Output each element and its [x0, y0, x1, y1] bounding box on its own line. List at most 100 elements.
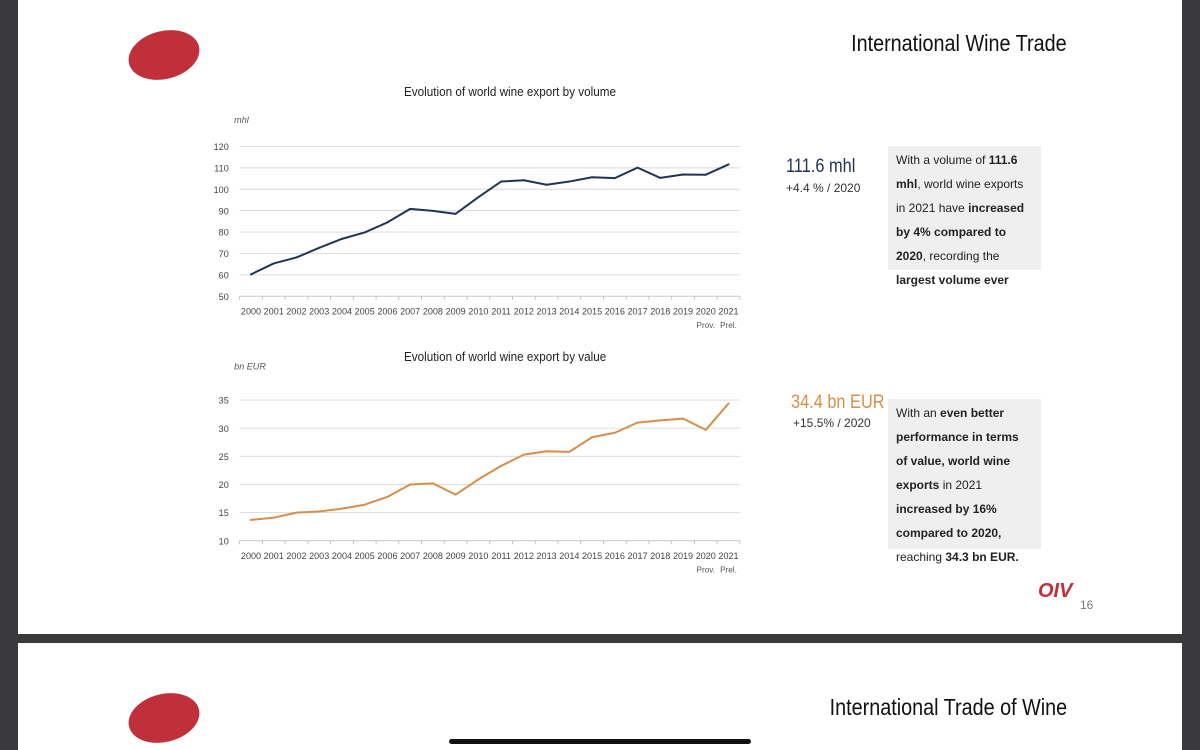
y-tick-70: 70: [219, 249, 229, 259]
value-note-run-1: even better performance in terms of valu…: [896, 406, 1019, 492]
data-point-2020: [704, 428, 707, 431]
x-tick-2002: 2002: [286, 551, 306, 561]
x-tick-2003: 2003: [309, 306, 329, 316]
x-tick-2006: 2006: [377, 306, 397, 316]
data-point-2019: [682, 173, 685, 176]
x-tick-2005: 2005: [355, 306, 375, 316]
y-axis-label: mhl: [234, 115, 250, 125]
x-tick-2018: 2018: [650, 551, 670, 561]
data-point-2009: [454, 493, 457, 496]
data-point-2012: [522, 179, 525, 182]
data-point-2021: [727, 402, 730, 405]
data-point-2002: [295, 256, 298, 259]
slide-next: International Trade of Wine: [18, 643, 1182, 750]
x-tick-2018: 2018: [650, 306, 670, 316]
x-tick-2017: 2017: [627, 551, 647, 561]
data-point-2001: [272, 262, 275, 265]
x-tick-2014: 2014: [559, 306, 579, 316]
value-callout-change: +15.5% / 2020: [793, 416, 871, 430]
y-tick-30: 30: [219, 424, 229, 434]
volume-note-box: With a volume of 111.6 mhl, world wine e…: [888, 146, 1041, 287]
x-tick-2020: 2020: [696, 306, 716, 316]
x-tick-2009: 2009: [446, 306, 466, 316]
x-tick-2019: 2019: [673, 306, 693, 316]
data-point-2010: [477, 478, 480, 481]
x-tick-2010: 2010: [468, 551, 488, 561]
data-point-2007: [409, 207, 412, 210]
x-tick-2008: 2008: [423, 551, 443, 561]
series-line-volume: [249, 163, 730, 276]
data-point-2018: [659, 419, 662, 422]
value-note-run-5: 34.3 bn EUR.: [945, 550, 1019, 564]
value-note-box: With an even better performance in terms…: [888, 399, 1041, 564]
data-point-2004: [340, 507, 343, 510]
x-tick-2003: 2003: [309, 551, 329, 561]
y-tick-50: 50: [219, 292, 229, 302]
value-chart-title: Evolution of world wine export by value: [404, 349, 607, 364]
y-tick-60: 60: [219, 270, 229, 280]
x-tick-2021: 2021: [718, 306, 738, 316]
data-point-2004: [340, 237, 343, 240]
data-point-2000: [249, 273, 252, 276]
x-tick-2012: 2012: [514, 306, 534, 316]
data-point-2006: [386, 495, 389, 498]
x-tick-2001: 2001: [264, 306, 284, 316]
home-indicator[interactable]: [449, 739, 751, 744]
data-point-2005: [363, 503, 366, 506]
y-tick-25: 25: [219, 452, 229, 462]
data-point-2017: [636, 166, 639, 169]
data-point-2003: [318, 246, 321, 249]
x-tick-2014: 2014: [559, 551, 579, 561]
value-note-run-4: reaching: [896, 550, 946, 564]
x-tick-2020: 2020: [696, 551, 716, 561]
y-tick-20: 20: [219, 480, 229, 490]
volume-callout-change: +4.4 % / 2020: [786, 181, 861, 195]
data-point-2013: [545, 183, 548, 186]
data-point-2013: [545, 450, 548, 453]
x-sublabel-2020: Prov.: [697, 321, 715, 330]
series-line-value: [249, 402, 730, 521]
x-tick-2017: 2017: [627, 306, 647, 316]
x-tick-2016: 2016: [605, 306, 625, 316]
x-tick-2001: 2001: [264, 551, 284, 561]
x-sublabel-2021: Prel.: [720, 565, 737, 574]
value-note-run-3: increased by 16% compared to 2020,: [896, 502, 1002, 540]
value-note-run-2: in 2021: [939, 478, 983, 492]
y-tick-100: 100: [214, 185, 229, 195]
x-tick-2000: 2000: [241, 306, 261, 316]
x-tick-2013: 2013: [537, 306, 557, 316]
volume-note-run-3: increased by 4% compared to 2020: [896, 201, 1025, 263]
data-point-2008: [431, 209, 434, 212]
value-note-run-0: With an: [896, 406, 941, 420]
data-point-2001: [272, 516, 275, 519]
x-tick-2010: 2010: [468, 306, 488, 316]
volume-chart-title: Evolution of world wine export by volume: [404, 84, 617, 99]
data-point-2005: [363, 231, 366, 234]
data-point-2011: [500, 180, 503, 183]
volume-note-run-5: largest volume ever: [896, 273, 1009, 287]
oiv-logo: OIV: [1038, 580, 1073, 602]
data-point-2006: [386, 221, 389, 224]
y-tick-90: 90: [219, 206, 229, 216]
data-point-2010: [477, 196, 480, 199]
x-tick-2000: 2000: [241, 551, 261, 561]
data-point-2016: [613, 177, 616, 180]
x-tick-2005: 2005: [355, 551, 375, 561]
x-tick-2008: 2008: [423, 306, 443, 316]
data-point-2017: [636, 421, 639, 424]
volume-note-run-2: , world wine exports in 2021 have: [896, 177, 1024, 215]
data-point-2012: [522, 453, 525, 456]
data-point-2021: [727, 163, 730, 166]
data-point-2014: [568, 450, 571, 453]
x-tick-2011: 2011: [491, 306, 510, 316]
x-tick-2011: 2011: [491, 551, 510, 561]
x-tick-2009: 2009: [446, 551, 466, 561]
data-point-2009: [454, 212, 457, 215]
x-tick-2002: 2002: [286, 306, 306, 316]
x-tick-2012: 2012: [514, 551, 534, 561]
volume-note-run-1: 111.6 mhl: [896, 153, 1018, 191]
y-axis-label: bn EUR: [234, 361, 266, 371]
data-point-2016: [613, 431, 616, 434]
data-point-2008: [431, 482, 434, 485]
y-tick-120: 120: [214, 142, 229, 152]
